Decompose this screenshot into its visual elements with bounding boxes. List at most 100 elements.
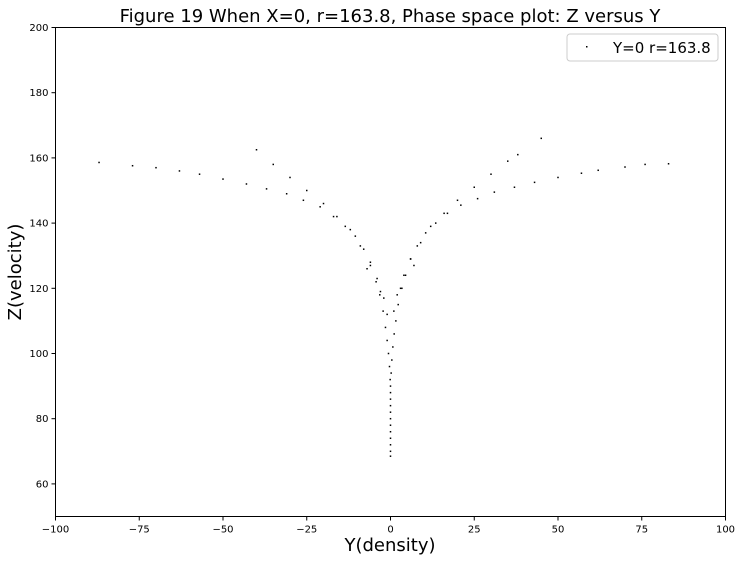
data-point <box>389 404 392 407</box>
y-tick-label: 100 <box>29 349 48 360</box>
y-tick-label: 80 <box>36 414 49 425</box>
data-point <box>387 352 390 355</box>
data-point <box>624 166 626 168</box>
data-point <box>389 430 392 433</box>
data-point <box>375 281 377 283</box>
data-point <box>285 193 288 195</box>
x-axis-label: Y(density) <box>343 535 435 556</box>
data-point <box>392 346 394 348</box>
data-point <box>198 173 201 175</box>
x-tick-label: 25 <box>468 525 481 536</box>
data-point <box>667 163 670 165</box>
data-point <box>403 274 405 277</box>
data-point <box>344 225 347 228</box>
data-point <box>302 199 305 202</box>
data-point <box>265 188 268 190</box>
data-point <box>359 245 362 247</box>
data-point <box>388 365 391 368</box>
data-point <box>289 176 291 179</box>
data-point <box>389 411 392 413</box>
data-point <box>493 191 496 193</box>
data-point <box>399 287 402 290</box>
data-point <box>389 437 392 440</box>
y-tick-label: 140 <box>29 219 48 230</box>
data-point <box>178 170 181 172</box>
x-tick-label: 75 <box>635 525 648 536</box>
data-point <box>446 212 449 215</box>
data-point <box>386 339 388 342</box>
data-point <box>362 248 365 250</box>
chart-title: Figure 19 When X=0, r=163.8, Phase space… <box>120 6 662 27</box>
data-point <box>336 215 338 218</box>
data-point <box>389 385 392 387</box>
data-point <box>476 197 479 200</box>
plot-area-frame <box>55 27 726 517</box>
x-tick-label: 0 <box>387 525 393 536</box>
data-point <box>409 258 412 260</box>
data-point <box>389 424 392 426</box>
data-point <box>354 235 357 237</box>
data-point <box>384 326 387 329</box>
data-point <box>376 277 378 280</box>
legend-box <box>566 33 719 62</box>
data-point <box>533 181 536 184</box>
data-point <box>245 183 248 185</box>
data-point <box>473 186 475 188</box>
data-point <box>513 186 516 188</box>
data-point <box>222 178 224 180</box>
data-point <box>424 232 427 234</box>
x-tick-label: −50 <box>212 525 233 536</box>
data-point <box>255 149 258 151</box>
data-point <box>490 173 492 175</box>
data-point <box>332 215 335 218</box>
data-point <box>540 137 542 140</box>
data-point <box>383 297 385 299</box>
y-tick-label: 60 <box>36 479 49 490</box>
x-tick-label: −75 <box>129 525 150 536</box>
data-point <box>322 202 325 205</box>
data-point <box>306 189 308 192</box>
data-point <box>389 398 392 400</box>
data-point <box>597 169 599 172</box>
data-point <box>98 161 100 164</box>
x-tick-label: −25 <box>296 525 317 536</box>
data-point <box>369 261 372 263</box>
data-point <box>379 290 382 293</box>
y-tick-label: 160 <box>29 153 48 164</box>
legend: Y=0 r=163.8 <box>566 33 719 62</box>
data-point <box>390 372 392 374</box>
data-point <box>434 222 437 224</box>
data-point <box>419 241 422 244</box>
data-point <box>386 313 388 316</box>
data-point <box>349 228 352 231</box>
data-point <box>389 417 392 420</box>
data-point <box>517 153 519 156</box>
data-point <box>413 264 415 267</box>
x-tick-label: −100 <box>42 525 69 536</box>
data-point <box>389 378 391 381</box>
data-point <box>416 245 419 247</box>
data-point <box>456 199 459 202</box>
data-points <box>98 137 670 457</box>
data-point <box>391 359 393 361</box>
data-point <box>155 166 157 169</box>
data-point <box>557 176 559 179</box>
x-axis-ticks: −100 −75 −50 −25 0 25 50 75 100 <box>42 516 735 536</box>
data-point <box>389 455 392 457</box>
data-point <box>395 320 397 322</box>
y-tick-label: 180 <box>29 88 48 99</box>
legend-marker <box>586 46 588 48</box>
data-point <box>396 294 398 296</box>
data-point <box>389 450 392 453</box>
y-tick-label: 200 <box>29 23 48 34</box>
data-point <box>404 274 407 277</box>
y-axis-ticks: 60 80 100 120 140 160 180 200 <box>29 23 56 490</box>
data-point <box>397 303 399 306</box>
x-tick-label: 50 <box>552 525 565 536</box>
data-point <box>319 206 321 208</box>
legend-label: Y=0 r=163.8 <box>612 39 711 57</box>
data-point <box>393 310 395 312</box>
data-point <box>389 444 392 446</box>
data-point <box>393 333 395 335</box>
